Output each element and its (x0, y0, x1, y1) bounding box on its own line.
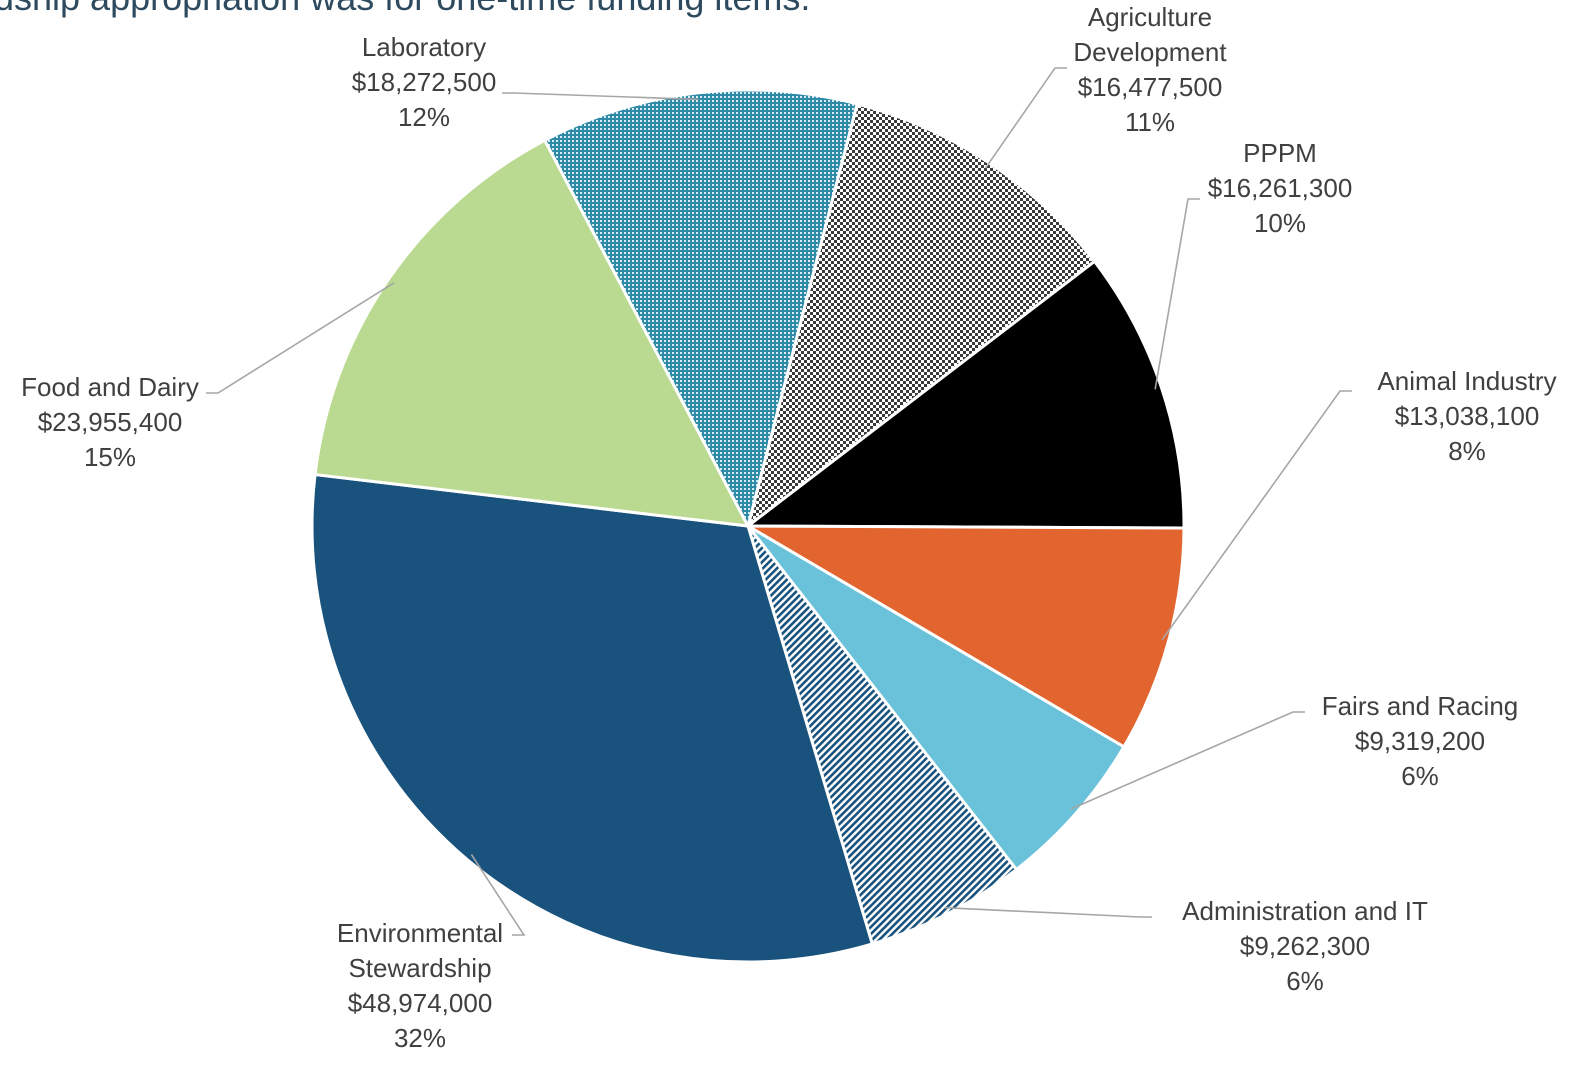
pie-slice-environmental-stewardship (310, 473, 874, 964)
leader-line-laboratory (502, 92, 699, 101)
slice-name-agriculture-development: Development (1073, 37, 1227, 67)
pie-slice-animal-industry (746, 524, 1186, 749)
data-label-fairs-and-racing: Fairs and Racing $9,319,200 6% (1322, 691, 1519, 791)
slice-name-pppm: PPPM (1243, 138, 1317, 168)
leader-line-food-and-dairy (206, 282, 395, 394)
slice-percent-laboratory: 12% (398, 102, 450, 132)
slice-labels: Agriculture Development $16,477,500 11% PPPM… (21, 2, 1556, 1053)
data-label-laboratory: Laboratory $18,272,500 12% (352, 32, 497, 132)
slice-percent-environmental-stewardship: 32% (394, 1023, 446, 1053)
slice-name-environmental-stewardship: Environmental (337, 918, 503, 948)
slice-percent-administration-and-it: 6% (1286, 966, 1324, 996)
leader-line-administration-and-it (944, 906, 1152, 918)
slice-value-agriculture-development: $16,477,500 (1078, 72, 1223, 102)
slice-name-administration-and-it: Administration and IT (1182, 896, 1428, 926)
slice-name-environmental-stewardship: Stewardship (348, 953, 491, 983)
leader-line-environmental-stewardship (470, 854, 526, 936)
slice-value-food-and-dairy: $23,955,400 (38, 407, 183, 437)
leader-line-agriculture-development (984, 67, 1067, 169)
pie-slice-pppm (746, 259, 1186, 530)
slice-percent-pppm: 10% (1254, 208, 1306, 238)
slice-name-animal-industry: Animal Industry (1377, 366, 1556, 396)
data-label-agriculture-development: Agriculture Development $16,477,500 11% (1073, 2, 1227, 137)
pie-slice-laboratory (543, 88, 859, 528)
slice-name-fairs-and-racing: Fairs and Racing (1322, 691, 1519, 721)
leader-lines (206, 67, 1352, 936)
pie-slice-fairs-and-racing (746, 524, 1126, 872)
data-label-environmental-stewardship: Environmental Stewardship $48,974,000 32% (337, 918, 503, 1053)
slice-name-agriculture-development: Agriculture (1088, 2, 1212, 32)
slice-value-laboratory: $18,272,500 (352, 67, 497, 97)
leader-line-pppm (1154, 198, 1200, 390)
data-label-administration-and-it: Administration and IT $9,262,300 6% (1182, 896, 1428, 996)
slice-value-environmental-stewardship: $48,974,000 (348, 988, 493, 1018)
slice-value-animal-industry: $13,038,100 (1395, 401, 1540, 431)
chart-title-fragment: rdship appropriation was for one-time fu… (0, 0, 810, 18)
leader-line-fairs-and-racing (1070, 711, 1305, 810)
slice-value-pppm: $16,261,300 (1208, 173, 1353, 203)
slice-name-food-and-dairy: Food and Dairy (21, 372, 199, 402)
slice-percent-food-and-dairy: 15% (84, 442, 136, 472)
slice-percent-agriculture-development: 11% (1125, 107, 1175, 137)
pie-slice-administration-and-it (746, 524, 1018, 946)
leader-line-animal-industry (1161, 390, 1352, 641)
data-label-pppm: PPPM $16,261,300 10% (1208, 138, 1353, 238)
slice-percent-fairs-and-racing: 6% (1401, 761, 1439, 791)
data-label-animal-industry: Animal Industry $13,038,100 8% (1377, 366, 1556, 466)
slice-percent-animal-industry: 8% (1448, 436, 1486, 466)
slice-name-laboratory: Laboratory (362, 32, 486, 62)
slice-value-fairs-and-racing: $9,319,200 (1355, 726, 1485, 756)
pie-slice-food-and-dairy (313, 138, 750, 528)
slice-value-administration-and-it: $9,262,300 (1240, 931, 1370, 961)
data-label-food-and-dairy: Food and Dairy $23,955,400 15% (21, 372, 199, 472)
pie-slices (310, 88, 1186, 964)
